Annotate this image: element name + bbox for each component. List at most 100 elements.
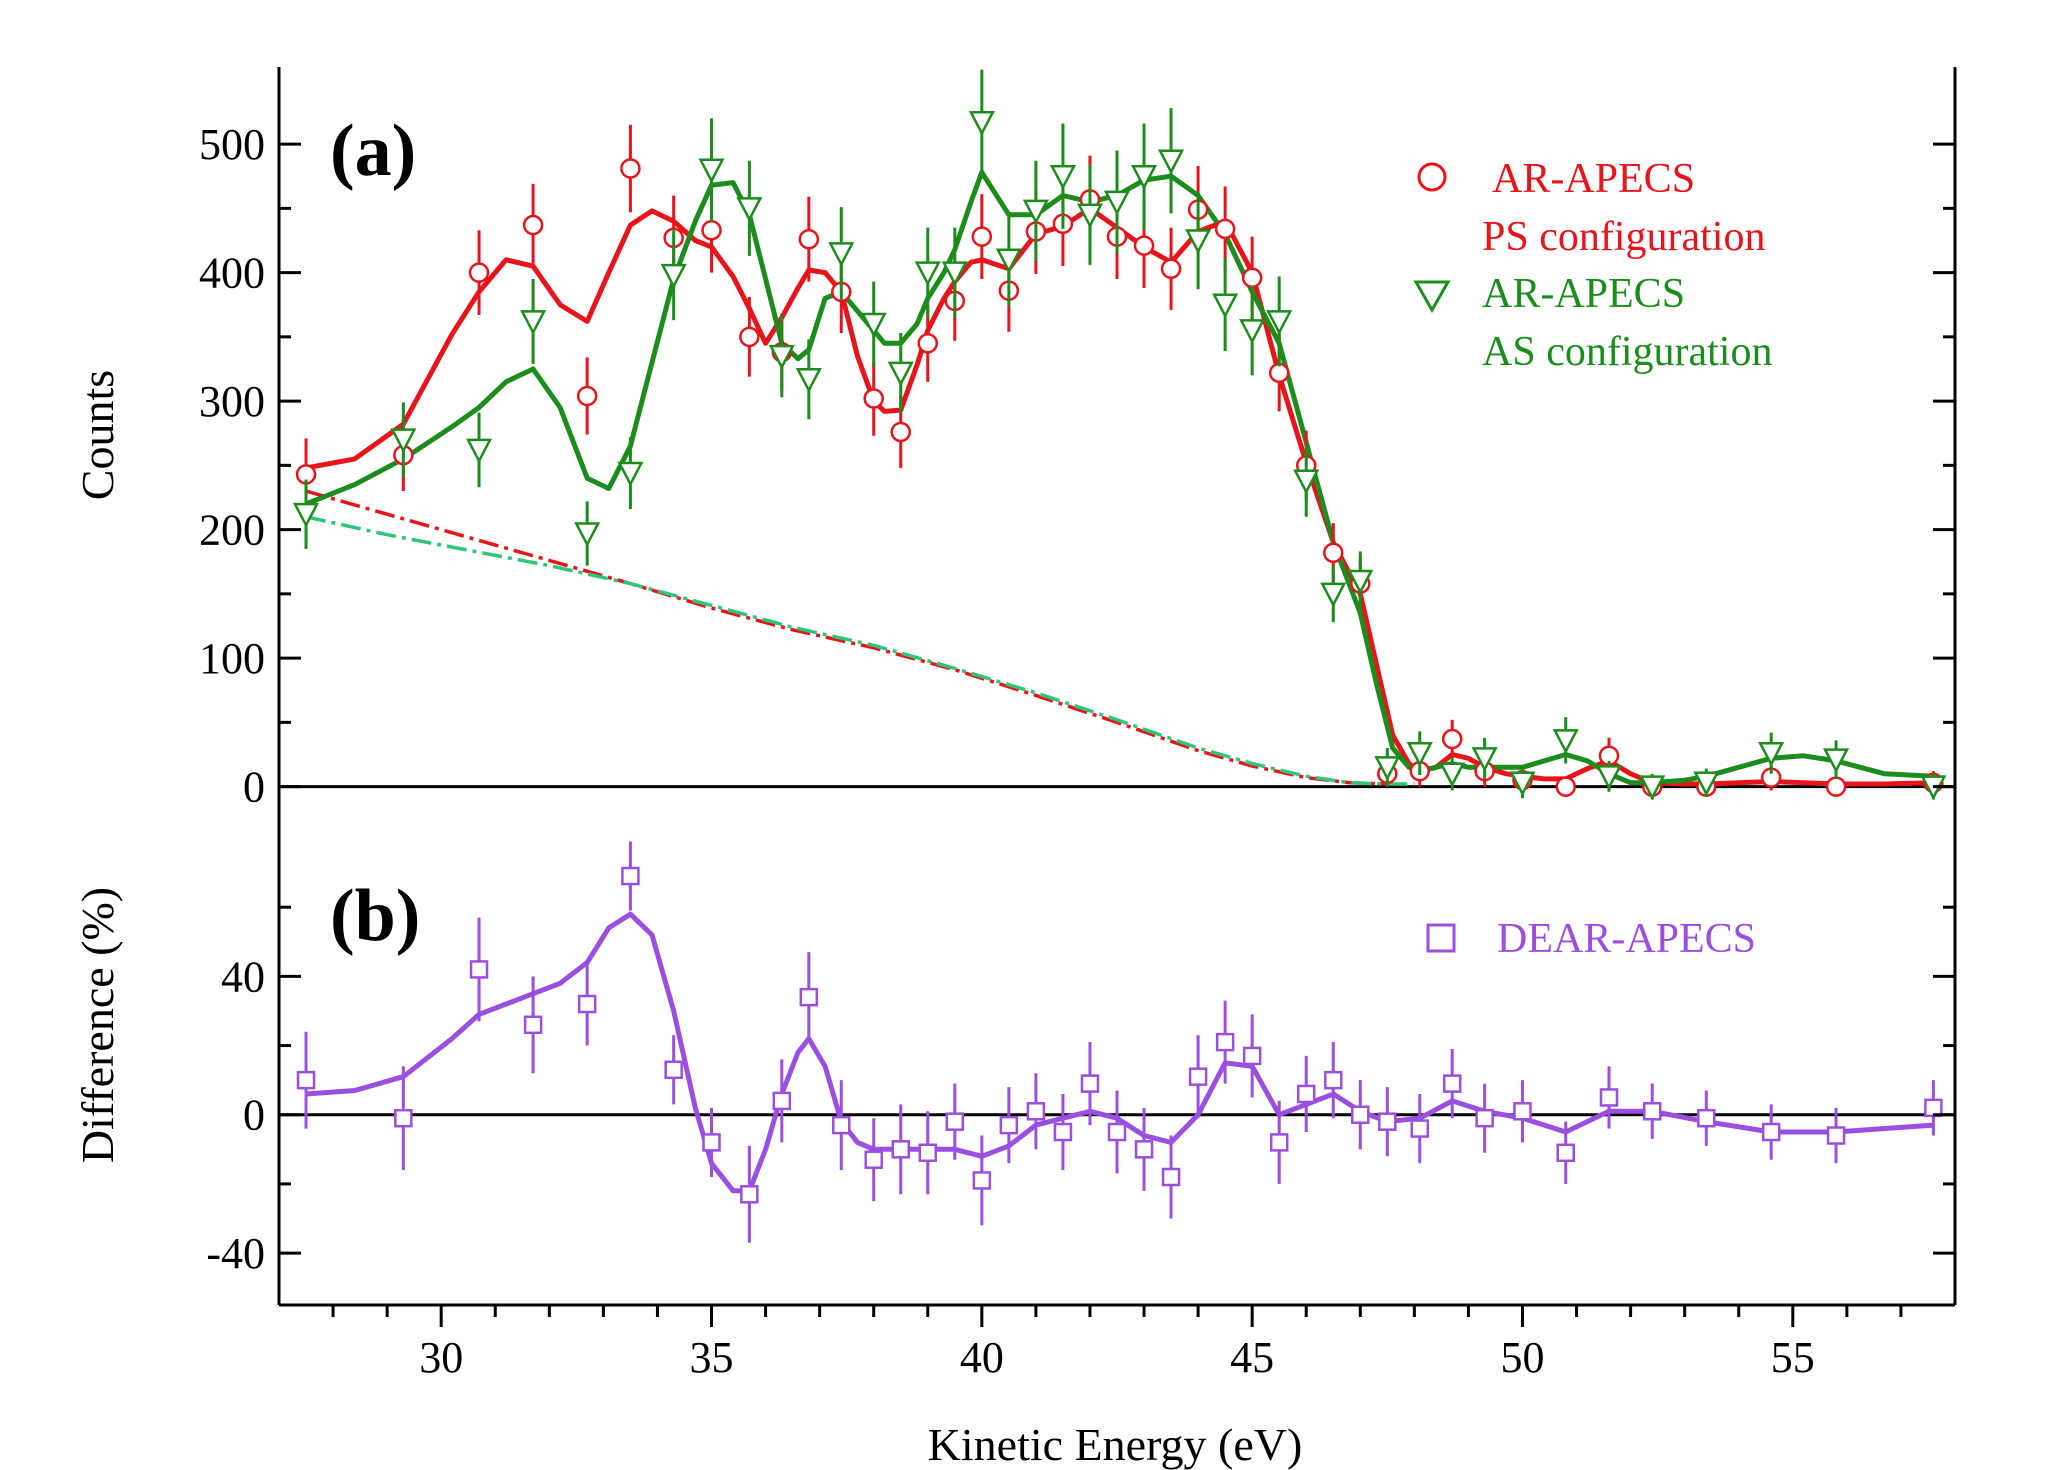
y-tick-label-b: -40 [206,1229,265,1278]
data-point-as [828,242,855,268]
data-point-dear [1442,1074,1462,1093]
data-point-ps [468,262,490,283]
panel-a-fit-curves [305,169,1934,787]
y-tick-label-a: 500 [199,120,265,169]
data-point-as [1822,748,1850,774]
y-tick-label-b: 40 [221,952,265,1001]
data-point-ps [890,421,911,443]
data-point-dear [1161,1167,1181,1187]
legend-label-as: AR-APECS [1482,271,1685,317]
data-point-ps [798,228,820,250]
legend-marker-dear [1426,923,1456,953]
y-tick-label-b: 0 [243,1091,265,1140]
y-tick-label-a: 200 [199,506,265,555]
data-point-as [617,461,644,487]
panel-label-b: (b) [330,875,420,957]
data-point-as [520,310,547,336]
data-point-dear [1242,1046,1262,1066]
data-point-as [736,197,763,223]
data-point-dear [394,1108,413,1128]
data-point-ps [917,333,939,354]
data-point-dear [1107,1122,1127,1142]
data-point-as [1439,762,1466,788]
data-point-as [1347,569,1374,595]
data-point-dear [772,1091,792,1111]
data-point-as [968,111,995,136]
data-point-dear [1215,1032,1235,1052]
data-point-as [1049,164,1077,190]
data-point-as [1212,293,1239,319]
legend-marker-ps [1417,162,1447,192]
data-point-dear [1053,1122,1073,1142]
data-point-dear [621,866,640,886]
data-point-dear [1761,1122,1781,1142]
data-point-dear [702,1133,721,1152]
data-point-ps [1160,258,1182,279]
data-point-dear [1826,1126,1846,1145]
x-axis-title: Kinetic Energy (eV) [928,1419,1303,1470]
data-point-dear [1324,1070,1343,1090]
data-point-ps [701,219,722,241]
fit-line-as [305,169,1934,786]
panel-a-data-points [292,69,1947,801]
axis-ticks: 0 100 200 300 400 500 -40 0 40 30 35 40 45 50 55 [199,120,1955,1382]
data-point-as [1471,747,1498,773]
data-point-as [1509,771,1536,797]
legend-label-dear: DEAR-APECS [1497,916,1756,962]
x-tick-label: 50 [1500,1333,1544,1382]
data-point-dear [864,1150,883,1169]
y-tick-label-a: 0 [243,763,265,812]
data-point-as [574,522,601,548]
data-point-as [1130,164,1158,190]
data-point-ps [739,326,760,348]
data-point-as [1293,469,1320,495]
data-point-as [1076,203,1104,229]
x-tick-label: 45 [1230,1333,1274,1382]
background-line-as [305,515,1415,786]
data-point-as [1157,149,1185,175]
background-line-ps [305,489,1388,786]
data-point-dear [1026,1102,1046,1121]
data-point-dear [1269,1133,1289,1152]
data-point-as [1103,190,1131,216]
data-point-dear [832,1115,851,1135]
data-point-ps [522,214,544,236]
y-tick-label-a: 300 [199,377,265,426]
data-point-dear [918,1143,938,1163]
data-point-as [887,361,914,387]
y-tick-label-a: 100 [199,634,265,683]
data-point-dear [1351,1105,1370,1124]
data-point-dear [1697,1108,1716,1128]
data-point-dear [1642,1102,1662,1121]
data-point-ps [576,385,598,407]
legend-marker-as [1413,280,1451,314]
data-point-ps [1441,728,1463,750]
data-point-as [1185,229,1212,255]
data-point-as [914,261,941,287]
data-point-as [292,502,320,528]
data-point-dear [523,1015,543,1035]
data-point-as [860,312,887,338]
data-point-dear [945,1112,965,1131]
x-tick-label: 55 [1771,1333,1815,1382]
data-point-as [1239,319,1266,345]
x-tick-label: 40 [960,1333,1004,1382]
legend-label-as-config: AS configuration [1482,329,1772,375]
x-tick-label: 35 [690,1333,734,1382]
data-point-ps [1133,235,1155,256]
data-point-ps [620,158,641,179]
fit-line-ps [305,205,1934,787]
data-point-as [1320,582,1347,608]
data-point-as [795,368,822,393]
data-point-ps [1241,267,1263,288]
data-point-dear [799,987,819,1007]
legend-label-ps-config: PS configuration [1482,214,1765,260]
panel-label-a: (a) [330,110,416,192]
legend-label-ps: AR-APECS [1492,156,1695,202]
data-point-as [1552,729,1579,755]
data-point-as [768,344,795,370]
panel-b-data-points [296,841,1943,1243]
data-point-as [1595,765,1623,791]
data-point-as [698,158,725,184]
